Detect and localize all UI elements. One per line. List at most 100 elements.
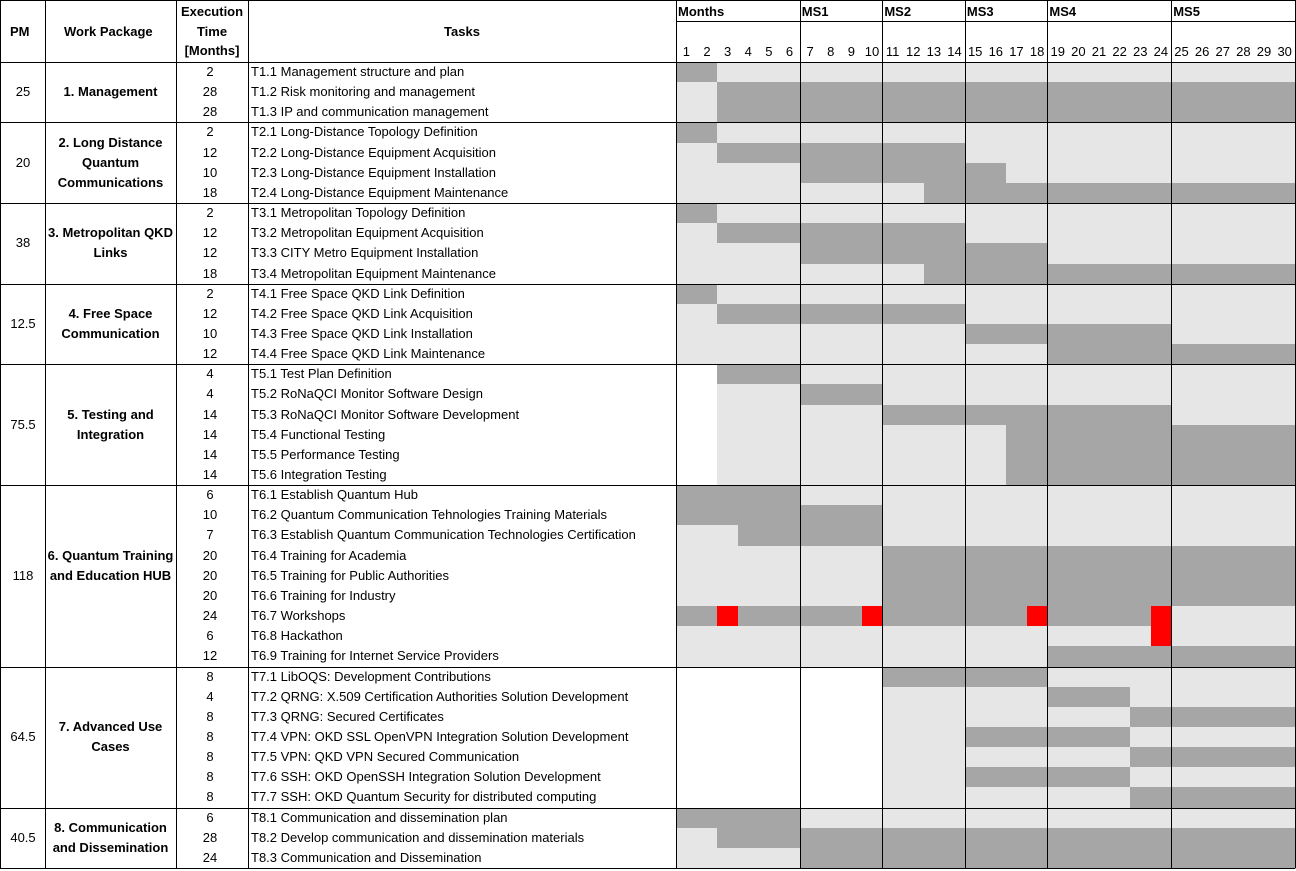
gantt-cell bbox=[779, 686, 801, 708]
gantt-cell bbox=[985, 404, 1007, 426]
gantt-cell bbox=[1171, 545, 1193, 567]
gantt-cell bbox=[1088, 606, 1110, 627]
gantt-cell bbox=[1006, 525, 1028, 547]
gantt-cell bbox=[1233, 747, 1255, 768]
gantt-cell bbox=[1109, 283, 1131, 305]
gantt-cell bbox=[820, 686, 842, 708]
gantt-cell bbox=[841, 122, 863, 144]
gantt-cell bbox=[717, 606, 739, 627]
execution-time: 8 bbox=[206, 749, 214, 765]
gantt-cell bbox=[1191, 344, 1214, 365]
gantt-cell bbox=[1047, 787, 1069, 809]
gantt-cell bbox=[902, 545, 925, 567]
gantt-cell bbox=[882, 787, 904, 809]
gantt-cell bbox=[1253, 666, 1275, 688]
gantt-cell bbox=[1006, 545, 1028, 567]
gantt-cell bbox=[1129, 626, 1152, 647]
gantt-cell bbox=[841, 525, 863, 547]
task-name: T3.1 Metropolitan Topology Definition bbox=[251, 205, 466, 221]
gantt-cell bbox=[1150, 303, 1172, 325]
gantt-cell bbox=[923, 666, 945, 688]
gantt-cell bbox=[1047, 62, 1069, 83]
gantt-cell bbox=[985, 525, 1007, 547]
gantt-cell bbox=[717, 203, 739, 224]
gantt-cell bbox=[820, 142, 842, 164]
gantt-cell bbox=[1150, 565, 1172, 587]
gantt-cell bbox=[964, 726, 987, 748]
gantt-cell bbox=[964, 424, 987, 446]
gantt-cell bbox=[841, 344, 863, 365]
gantt-cell bbox=[696, 646, 718, 668]
task-name: T5.5 Performance Testing bbox=[251, 446, 400, 462]
gantt-cell bbox=[1109, 243, 1131, 265]
gantt-cell bbox=[1191, 807, 1214, 829]
gantt-cell bbox=[1233, 787, 1255, 809]
gantt-cell bbox=[1026, 263, 1048, 285]
gantt-cell bbox=[1191, 787, 1214, 809]
gantt-cell bbox=[1006, 606, 1028, 627]
gantt-cell bbox=[1088, 726, 1110, 748]
gantt-cell bbox=[944, 223, 966, 244]
gantt-cell bbox=[820, 606, 842, 627]
gantt-cell bbox=[1212, 807, 1234, 829]
milestone-label: MS2 bbox=[884, 4, 912, 19]
gantt-cell bbox=[1088, 62, 1110, 83]
gantt-cell bbox=[1171, 323, 1193, 345]
gantt-cell bbox=[1006, 505, 1028, 527]
gantt-cell bbox=[799, 706, 822, 728]
gantt-cell bbox=[1088, 203, 1110, 224]
gantt-cell bbox=[1006, 404, 1028, 426]
gantt-cell bbox=[1253, 223, 1275, 244]
gantt-cell bbox=[944, 465, 966, 486]
gantt-cell bbox=[1274, 686, 1296, 708]
grid-line-horizontal bbox=[0, 807, 1295, 809]
gantt-cell bbox=[1088, 827, 1110, 849]
gantt-cell bbox=[779, 162, 801, 184]
pm-value: 118 bbox=[12, 567, 34, 583]
gantt-cell bbox=[882, 283, 904, 305]
gantt-cell bbox=[1109, 62, 1131, 83]
task-name: T1.3 IP and communication management bbox=[251, 104, 489, 120]
gantt-cell bbox=[1047, 505, 1069, 527]
gantt-cell bbox=[1171, 505, 1193, 527]
gantt-cell bbox=[1006, 283, 1028, 305]
gantt-cell bbox=[820, 344, 842, 365]
gantt-cell bbox=[1129, 283, 1152, 305]
header-tasks: Tasks bbox=[444, 24, 480, 39]
gantt-cell bbox=[1171, 82, 1193, 103]
gantt-cell bbox=[1253, 82, 1275, 103]
task-name: T7.4 VPN: OKD SSL OpenVPN Integration So… bbox=[251, 728, 629, 744]
gantt-cell bbox=[1129, 606, 1152, 627]
gantt-cell bbox=[1026, 525, 1048, 547]
gantt-cell bbox=[841, 142, 863, 164]
gantt-cell bbox=[882, 142, 904, 164]
gantt-cell bbox=[1191, 585, 1214, 607]
gantt-cell bbox=[1253, 807, 1275, 829]
gantt-cell bbox=[737, 364, 760, 385]
gantt-cell bbox=[676, 263, 698, 285]
gantt-cell bbox=[1191, 505, 1214, 527]
gantt-cell bbox=[1068, 807, 1090, 829]
gantt-cell bbox=[923, 827, 945, 849]
month-number: 11 bbox=[885, 44, 900, 59]
gantt-cell bbox=[1171, 606, 1193, 627]
gantt-cell bbox=[1171, 122, 1193, 144]
gantt-cell bbox=[1212, 263, 1234, 285]
gantt-cell bbox=[676, 364, 698, 385]
gantt-cell bbox=[758, 344, 780, 365]
task-name: T6.8 Hackathon bbox=[251, 628, 343, 644]
gantt-cell bbox=[923, 82, 945, 103]
gantt-cell bbox=[841, 565, 863, 587]
gantt-cell bbox=[717, 525, 739, 547]
execution-time: 20 bbox=[202, 587, 218, 603]
gantt-cell bbox=[923, 62, 945, 83]
gantt-cell bbox=[1047, 706, 1069, 728]
gantt-cell bbox=[1274, 243, 1296, 265]
gantt-cell bbox=[799, 807, 822, 829]
gantt-cell bbox=[882, 847, 904, 869]
gantt-cell bbox=[1068, 444, 1090, 466]
gantt-cell bbox=[1171, 223, 1193, 244]
grid-line-horizontal bbox=[0, 203, 1295, 205]
gantt-cell bbox=[1212, 203, 1234, 224]
task-name: T7.3 QRNG: Secured Certificates bbox=[251, 708, 444, 724]
